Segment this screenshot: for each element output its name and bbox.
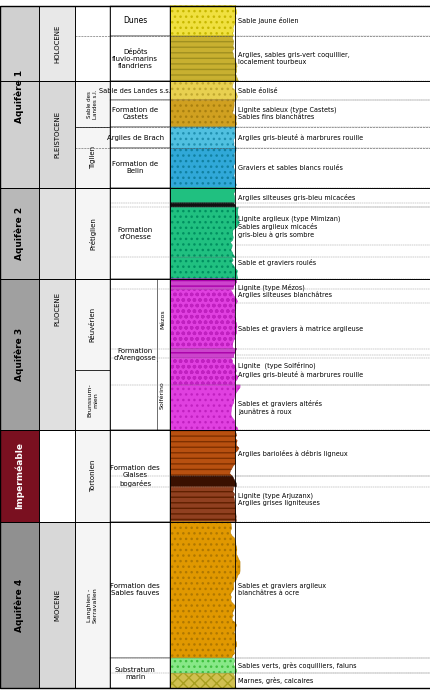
Polygon shape — [170, 81, 237, 100]
Text: Lignite (type Mézos)
Argiles silteuses blanchâtres: Lignite (type Mézos) Argiles silteuses b… — [238, 283, 332, 298]
Text: Aquifère 4: Aquifère 4 — [15, 578, 24, 632]
Bar — [110, 6, 170, 36]
Text: Sables et graviers altérés
jaunâtres à roux: Sables et graviers altérés jaunâtres à r… — [238, 400, 322, 415]
Bar — [110, 187, 170, 279]
Bar — [110, 658, 170, 688]
Bar — [39, 187, 75, 430]
Text: Argiles de Brach: Argiles de Brach — [106, 135, 163, 141]
Text: Sable et graviers roulés: Sable et graviers roulés — [238, 259, 316, 266]
Bar — [0, 6, 39, 187]
Bar — [39, 6, 75, 81]
Bar — [110, 127, 170, 149]
Text: Aquifère 2: Aquifère 2 — [15, 207, 24, 260]
Bar — [110, 279, 170, 430]
Text: Formation de
Castets: Formation de Castets — [112, 107, 158, 120]
Text: Mézos: Mézos — [160, 310, 165, 330]
Polygon shape — [170, 385, 240, 430]
Bar — [110, 100, 170, 127]
Text: Graviers et sables blancs roulés: Graviers et sables blancs roulés — [238, 165, 342, 171]
Polygon shape — [170, 187, 236, 203]
Text: Tiglien: Tiglien — [89, 146, 95, 169]
Text: Sables et graviers argileux
blanchâtres à ocre: Sables et graviers argileux blanchâtres … — [238, 584, 326, 596]
Text: PLIOCENE: PLIOCENE — [54, 292, 60, 326]
Text: Lignite sableux (type Castets)
Sables fins blanchâtres: Lignite sableux (type Castets) Sables fi… — [238, 107, 336, 120]
Bar — [75, 81, 110, 127]
Text: Formation des
Sables fauves: Formation des Sables fauves — [110, 584, 160, 596]
Polygon shape — [170, 348, 236, 357]
Text: Imperméable: Imperméable — [15, 443, 24, 509]
Bar — [110, 521, 170, 658]
Text: PLEISTOCENE: PLEISTOCENE — [54, 111, 60, 158]
Text: Marnes, grès, calcaires: Marnes, grès, calcaires — [238, 677, 313, 684]
Bar — [0, 430, 39, 521]
Bar — [110, 36, 170, 81]
Text: Lignite  (type Solférino)
Argiles gris-bleuté à marbrures rouille: Lignite (type Solférino) Argiles gris-bl… — [238, 362, 362, 378]
Polygon shape — [170, 430, 239, 476]
Text: Dépôts
fluvio-marins
flandriens: Dépôts fluvio-marins flandriens — [112, 48, 158, 69]
Bar — [39, 81, 75, 187]
Text: Brunssum-
mien: Brunssum- mien — [87, 383, 98, 417]
Polygon shape — [170, 257, 237, 279]
Text: Argiles gris-bleuté à marbrures rouille: Argiles gris-bleuté à marbrures rouille — [238, 134, 362, 141]
Text: Sables et graviers à matrice argileuse: Sables et graviers à matrice argileuse — [238, 325, 362, 332]
Text: Formation de
Belin: Formation de Belin — [112, 162, 158, 174]
Bar — [75, 279, 110, 370]
Bar — [0, 521, 39, 688]
Text: Prétiglien: Prétiglien — [89, 217, 96, 250]
Bar — [39, 521, 75, 688]
Polygon shape — [170, 208, 239, 257]
Text: Argiles bariolées à débris ligneux: Argiles bariolées à débris ligneux — [238, 450, 347, 457]
Text: Argiles, sables gris-vert coquillier,
localement tourbeux: Argiles, sables gris-vert coquillier, lo… — [238, 52, 349, 65]
Bar — [110, 149, 170, 187]
Text: Langhien -
Serravalien: Langhien - Serravalien — [87, 587, 98, 623]
Text: Argiles silteuses gris-bleu micacées: Argiles silteuses gris-bleu micacées — [238, 194, 355, 201]
Bar — [0, 279, 39, 430]
Bar — [75, 127, 110, 187]
Polygon shape — [170, 127, 236, 149]
Polygon shape — [170, 289, 237, 348]
Polygon shape — [170, 149, 236, 187]
Polygon shape — [170, 6, 236, 36]
Text: Aquifère 1: Aquifère 1 — [15, 70, 24, 123]
Text: Tortonien: Tortonien — [89, 460, 95, 492]
Polygon shape — [170, 658, 236, 673]
Text: Réuvérien: Réuvérien — [89, 307, 95, 342]
Text: Sables verts, grès coquilliers, faluns: Sables verts, grès coquilliers, faluns — [238, 662, 356, 669]
Bar — [75, 187, 110, 279]
Text: Formation
d'Onesse: Formation d'Onesse — [117, 227, 152, 239]
Bar — [110, 81, 170, 100]
Text: Formation des
Glaises
bogarées: Formation des Glaises bogarées — [110, 466, 160, 486]
Text: MIOCENE: MIOCENE — [54, 589, 60, 621]
Polygon shape — [170, 486, 236, 521]
Polygon shape — [170, 673, 236, 688]
Text: Sable des Landes s.s.: Sable des Landes s.s. — [99, 87, 171, 94]
Text: Solférino: Solférino — [160, 382, 165, 409]
Text: Formation
d'Arengosse: Formation d'Arengosse — [114, 348, 156, 361]
Text: Lignite (type Arjuzanx)
Argiles grises ligniteuses: Lignite (type Arjuzanx) Argiles grises l… — [238, 492, 319, 505]
Polygon shape — [170, 476, 236, 486]
Text: Substratum
marin: Substratum marin — [114, 667, 155, 679]
Text: HOLOCENE: HOLOCENE — [54, 24, 60, 62]
Bar — [110, 430, 170, 521]
Text: Dunes: Dunes — [123, 16, 147, 25]
Polygon shape — [170, 100, 236, 127]
Polygon shape — [170, 36, 238, 81]
Polygon shape — [170, 521, 240, 658]
Polygon shape — [170, 357, 238, 385]
Text: Lignite argileux (type Mimizan)
Sables argileux micacés
gris-bleu à gris sombre: Lignite argileux (type Mimizan) Sables a… — [238, 215, 340, 237]
Text: Aquifère 3: Aquifère 3 — [15, 328, 24, 381]
Polygon shape — [170, 203, 235, 208]
Bar — [75, 370, 110, 430]
Bar — [75, 430, 110, 521]
Polygon shape — [170, 279, 236, 289]
Text: Sable éolisé: Sable éolisé — [238, 87, 277, 94]
Text: Sable jaune éolien: Sable jaune éolien — [238, 17, 298, 24]
Text: Sable des
Landes s.l.: Sable des Landes s.l. — [87, 90, 98, 119]
Bar — [0, 187, 39, 279]
Bar — [75, 521, 110, 688]
